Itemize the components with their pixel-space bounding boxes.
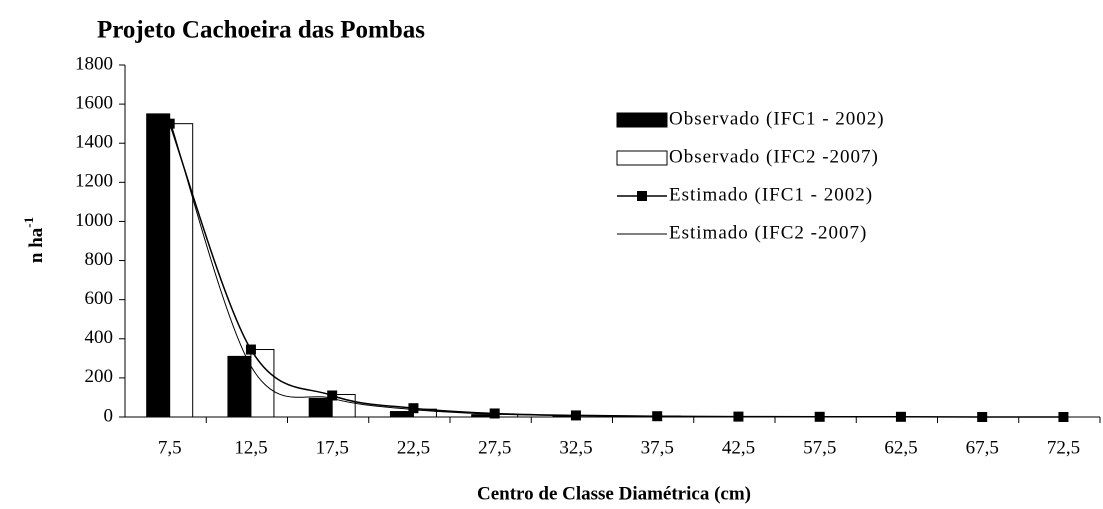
x-tick-label: 67,5 — [966, 437, 999, 458]
y-axis-label-group: n ha-1 — [21, 217, 47, 263]
y-tick-label: 0 — [104, 405, 114, 426]
legend-label: Estimado (IFC1 - 2002) — [669, 184, 873, 205]
y-axis-label-main: n ha — [26, 227, 47, 263]
y-tick-label: 600 — [85, 288, 114, 309]
marker — [408, 403, 419, 414]
bar — [227, 355, 252, 418]
legend-label: Observado (IFC1 - 2002) — [669, 108, 885, 129]
x-tick-label: 32,5 — [559, 437, 592, 458]
y-tick-label: 1400 — [75, 132, 113, 153]
legend-label: Estimado (IFC2 -2007) — [669, 222, 867, 243]
marker — [245, 344, 256, 355]
y-tick-label: 200 — [85, 366, 114, 387]
line — [169, 119, 1064, 418]
y-axis-label: n ha-1 — [21, 217, 47, 263]
legend-swatch — [616, 112, 668, 128]
bar — [250, 349, 275, 418]
x-tick-label: 12,5 — [234, 437, 267, 458]
y-tick-label: 400 — [85, 327, 114, 348]
x-tick-label: 57,5 — [803, 437, 836, 458]
y-tick-label: 1200 — [75, 171, 113, 192]
y-axis-label-sup: -1 — [21, 217, 36, 228]
bar — [308, 397, 333, 418]
line — [168, 123, 1064, 418]
marker — [327, 390, 338, 401]
x-tick-label: 7,5 — [158, 437, 182, 458]
y-tick-label: 800 — [85, 249, 114, 270]
bar — [146, 113, 171, 418]
marker — [489, 408, 500, 419]
x-tick-label: 37,5 — [641, 437, 674, 458]
chart-title: Projeto Cachoeira das Pombas — [97, 17, 425, 44]
x-tick-label: 17,5 — [316, 437, 349, 458]
legend-marker — [637, 191, 647, 201]
y-tick-label: 1000 — [75, 210, 113, 231]
y-tick-label: 1600 — [75, 92, 113, 113]
legend-swatch — [616, 150, 668, 166]
x-tick-label: 72,5 — [1047, 437, 1080, 458]
x-tick-label: 62,5 — [884, 437, 917, 458]
bar — [169, 123, 194, 418]
x-axis-label: Centro de Classe Diamétrica (cm) — [477, 483, 751, 504]
marker — [164, 118, 175, 129]
x-tick-label: 42,5 — [722, 437, 755, 458]
y-tick-label: 1800 — [75, 53, 113, 74]
legend-label: Observado (IFC2 -2007) — [669, 146, 879, 167]
x-tick-label: 22,5 — [397, 437, 430, 458]
x-tick-label: 27,5 — [478, 437, 511, 458]
